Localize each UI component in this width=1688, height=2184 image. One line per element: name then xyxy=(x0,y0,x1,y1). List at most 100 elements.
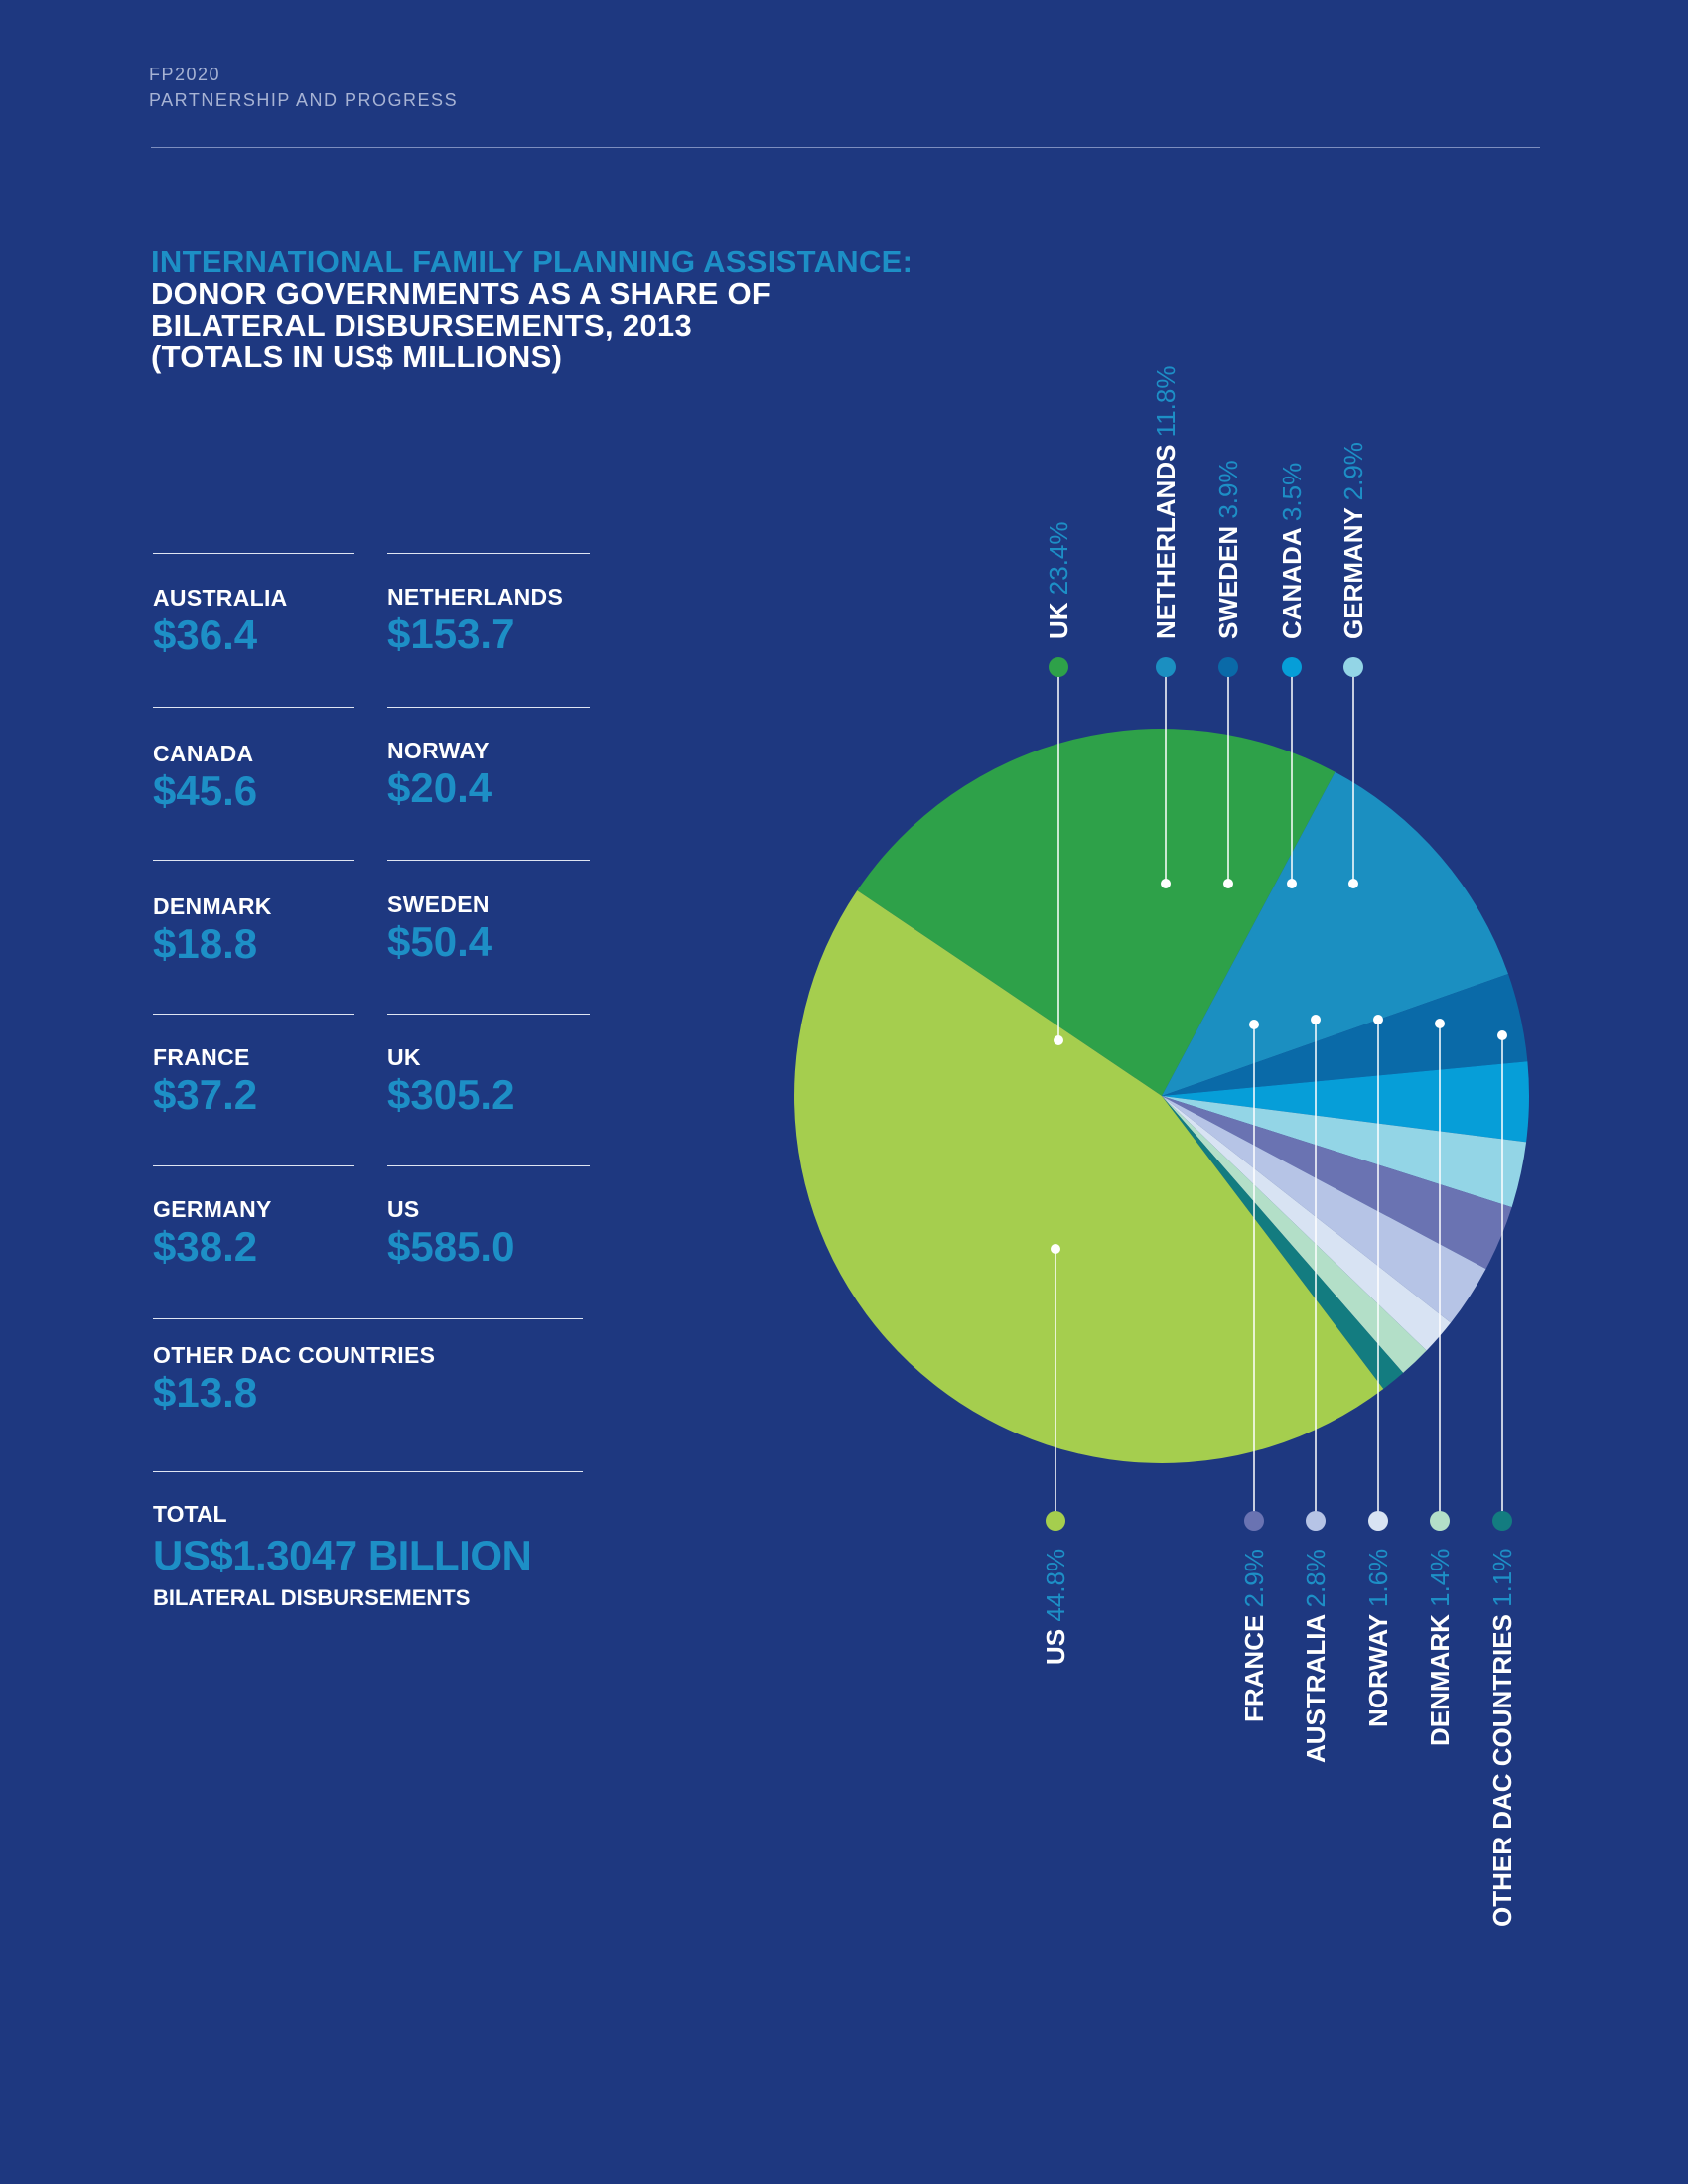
anchor-dot-uk xyxy=(1054,1035,1063,1045)
total-subtitle: BILATERAL DISBURSEMENTS xyxy=(153,1585,471,1610)
report-header: FP2020 PARTNERSHIP AND PROGRESS xyxy=(149,62,458,113)
slice-label-name: DENMARK xyxy=(1425,1606,1455,1746)
slice-label-percent: 11.8% xyxy=(1151,365,1181,438)
donor-us: US $585.0 xyxy=(387,1196,514,1269)
legend-dot-sweden xyxy=(1218,657,1238,677)
donor-name: DENMARK xyxy=(153,893,272,919)
legend-dot-australia xyxy=(1306,1511,1326,1531)
donor-other-dac: OTHER DAC COUNTRIES $13.8 xyxy=(153,1342,435,1415)
slice-label-sweden: SWEDEN 3.9% xyxy=(1213,460,1243,639)
donor-sweden: SWEDEN $50.4 xyxy=(387,891,492,964)
anchor-dot-france xyxy=(1249,1020,1259,1029)
donor-name: OTHER DAC COUNTRIES xyxy=(153,1342,436,1368)
donor-name: UK xyxy=(387,1044,421,1070)
pie-slice-other-dac-countries xyxy=(1162,1096,1404,1390)
title-line-2: DONOR GOVERNMENTS AS A SHARE OF xyxy=(151,276,772,311)
slice-label-name: SWEDEN xyxy=(1213,518,1243,639)
anchor-dot-australia xyxy=(1311,1015,1321,1024)
divider xyxy=(153,860,354,861)
donor-uk: UK $305.2 xyxy=(387,1044,514,1117)
slice-label-australia: AUSTRALIA 2.8% xyxy=(1301,1549,1331,1763)
pie-slice-germany xyxy=(1162,1096,1527,1208)
legend-dot-germany xyxy=(1343,657,1363,677)
donor-amount: $153.7 xyxy=(387,611,515,657)
slice-label-name: CANADA xyxy=(1277,521,1307,639)
slice-label-percent: 3.5% xyxy=(1277,462,1307,522)
divider xyxy=(387,1165,590,1166)
donor-norway: NORWAY $20.4 xyxy=(387,738,492,810)
donor-amount: $38.2 xyxy=(153,1223,258,1270)
anchor-dot-canada xyxy=(1287,879,1297,888)
chart-title: INTERNATIONAL FAMILY PLANNING ASSISTANCE… xyxy=(151,246,913,373)
slice-label-us: US 44.8% xyxy=(1041,1549,1070,1665)
donor-name: CANADA xyxy=(153,741,254,766)
divider xyxy=(387,553,590,554)
header-line-2: PARTNERSHIP AND PROGRESS xyxy=(149,90,459,110)
donor-amount: $36.4 xyxy=(153,612,258,658)
divider xyxy=(153,1014,354,1015)
pie-slice-france xyxy=(1162,1096,1512,1270)
slice-label-netherlands: NETHERLANDS 11.8% xyxy=(1151,366,1181,639)
title-line-1: INTERNATIONAL FAMILY PLANNING ASSISTANCE… xyxy=(151,244,914,279)
donor-netherlands: NETHERLANDS $153.7 xyxy=(387,584,563,656)
donor-canada: CANADA $45.6 xyxy=(153,741,257,813)
anchor-dot-denmark xyxy=(1435,1019,1445,1028)
slice-label-germany: GERMANY 2.9% xyxy=(1338,442,1368,639)
donor-name: GERMANY xyxy=(153,1196,272,1222)
donor-amount: $18.8 xyxy=(153,920,258,967)
title-line-4: (TOTALS IN US$ MILLIONS) xyxy=(151,340,563,374)
legend-dot-us xyxy=(1046,1511,1065,1531)
slice-label-name: OTHER DAC COUNTRIES xyxy=(1487,1606,1517,1927)
slice-label-denmark: DENMARK 1.4% xyxy=(1425,1549,1455,1746)
donor-france: FRANCE $37.2 xyxy=(153,1044,257,1117)
pie-slice-uk xyxy=(857,729,1336,1096)
divider xyxy=(153,1165,354,1166)
total-label: TOTAL xyxy=(153,1501,227,1527)
legend-dot-france xyxy=(1244,1511,1264,1531)
slice-label-percent: 1.6% xyxy=(1363,1548,1393,1608)
donor-name: NETHERLANDS xyxy=(387,584,564,610)
divider xyxy=(387,860,590,861)
donor-germany: GERMANY $38.2 xyxy=(153,1196,272,1269)
slice-label-name: NETHERLANDS xyxy=(1151,437,1181,639)
divider xyxy=(153,1318,583,1319)
header-divider xyxy=(151,147,1540,148)
donor-name: NORWAY xyxy=(387,738,490,763)
slice-label-percent: 44.8% xyxy=(1041,1548,1070,1622)
donor-amount: $13.8 xyxy=(153,1369,258,1416)
donor-name: US xyxy=(387,1196,420,1222)
donor-australia: AUSTRALIA $36.4 xyxy=(153,585,288,657)
donor-amount: $20.4 xyxy=(387,764,492,811)
legend-dot-norway xyxy=(1368,1511,1388,1531)
donor-amount: $50.4 xyxy=(387,918,492,965)
slice-label-name: AUSTRALIA xyxy=(1301,1607,1331,1763)
donor-amount: $305.2 xyxy=(387,1071,515,1118)
pie-slice-denmark xyxy=(1162,1096,1427,1373)
slice-label-name: NORWAY xyxy=(1363,1607,1393,1727)
slice-label-name: UK xyxy=(1044,595,1073,639)
anchor-dot-germany xyxy=(1348,879,1358,888)
donor-name: FRANCE xyxy=(153,1044,250,1070)
anchor-dot-norway xyxy=(1373,1015,1383,1024)
anchor-dot-sweden xyxy=(1223,879,1233,888)
slice-label-percent: 2.9% xyxy=(1338,442,1368,501)
divider xyxy=(153,1471,583,1472)
slice-label-norway: NORWAY 1.6% xyxy=(1363,1549,1393,1727)
pie-slice-australia xyxy=(1162,1096,1486,1323)
slice-label-france: FRANCE 2.9% xyxy=(1239,1549,1269,1722)
slice-label-other-dac-countries: OTHER DAC COUNTRIES 1.1% xyxy=(1487,1549,1517,1927)
slice-label-name: GERMANY xyxy=(1338,500,1368,639)
anchor-dot-netherlands xyxy=(1161,879,1171,888)
legend-dot-netherlands xyxy=(1156,657,1176,677)
anchor-dot-other-dac-countries xyxy=(1497,1030,1507,1040)
title-line-3: BILATERAL DISBURSEMENTS, 2013 xyxy=(151,308,692,342)
total-value: US$1.3047 BILLION xyxy=(153,1532,532,1578)
slice-label-percent: 1.4% xyxy=(1425,1548,1455,1607)
divider xyxy=(387,707,590,708)
pie-slice-sweden xyxy=(1162,974,1528,1096)
slice-label-name: FRANCE xyxy=(1239,1607,1269,1722)
donor-amount: $45.6 xyxy=(153,767,258,814)
legend-dot-uk xyxy=(1049,657,1068,677)
slice-label-percent: 23.4% xyxy=(1044,521,1073,596)
